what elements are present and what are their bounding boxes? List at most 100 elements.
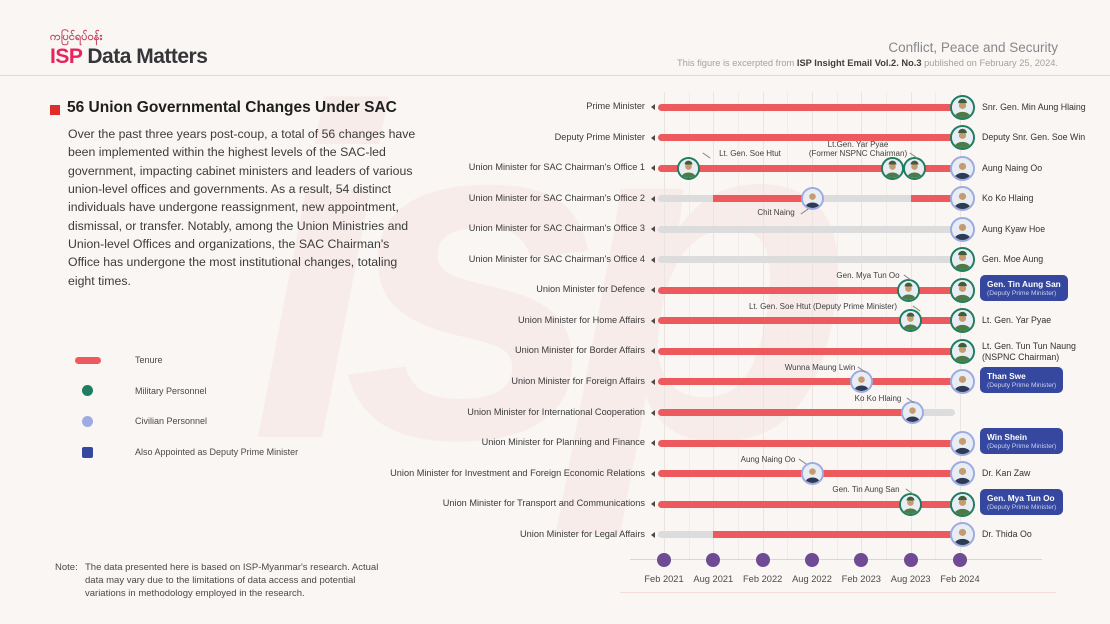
legend-item-3: Also Appointed as Deputy Prime Minister — [75, 445, 298, 459]
deputy-pm-subtitle: (Deputy Prime Minister) — [987, 504, 1057, 512]
legend-item-2: Civilian Personnel — [75, 414, 207, 428]
person-annotation: Lt. Gen. Soe Htut (Deputy Prime Minister… — [748, 301, 898, 311]
person-avatar-civilian — [949, 430, 975, 456]
row-arrow-marker — [651, 440, 655, 447]
row-arrow-marker — [651, 378, 655, 385]
tenure-bar-segment-tenure — [658, 500, 955, 508]
tenure-bar-segment-vacant — [812, 195, 911, 203]
source-suffix: published on February 25, 2024. — [921, 58, 1058, 68]
deputy-pm-subtitle: (Deputy Prime Minister) — [987, 381, 1057, 389]
axis-tick-label: Feb 2024 — [940, 574, 980, 584]
axis-dot — [657, 553, 671, 567]
legend-swatch-square — [82, 446, 93, 458]
person-name: Dr. Thida Oo — [982, 529, 1032, 540]
person-avatar-civilian — [949, 216, 975, 242]
row-label: Union Minister for SAC Chairman's Office… — [468, 192, 645, 203]
axis-line — [630, 559, 1042, 560]
row-arrow-marker — [651, 317, 655, 324]
axis-dot — [903, 553, 918, 567]
person-annotation: Lt. Gen. Soe Htut — [719, 149, 781, 159]
person-avatar-military — [949, 491, 975, 517]
row-label: Union Minister for Home Affairs — [518, 314, 645, 325]
deputy-pm-badge: Win Shein (Deputy Prime Minister) — [980, 428, 1064, 455]
deputy-pm-subtitle: (Deputy Prime Minister) — [987, 443, 1057, 451]
legend-label: Tenure — [135, 355, 163, 365]
row-arrow-marker — [651, 134, 655, 141]
person-avatar-military — [899, 492, 923, 516]
person-avatar-civilian — [949, 461, 975, 487]
person-avatar-civilian — [949, 369, 975, 395]
axis-dot — [953, 553, 967, 567]
person-avatar-civilian — [949, 155, 975, 181]
person-name: Deputy Snr. Gen. Soe Win — [982, 132, 1086, 143]
tenure-bar-segment-tenure — [658, 409, 913, 416]
gridline — [787, 92, 789, 560]
chart-description: Over the past three years post-coup, a t… — [68, 127, 416, 288]
person-avatar-military — [949, 338, 975, 364]
row-arrow-marker — [651, 226, 655, 233]
person-name: Aung Kyaw Hoe — [982, 223, 1046, 234]
isp-watermark: isp — [250, 12, 853, 537]
row-arrow-marker — [651, 409, 655, 416]
person-name: Snr. Gen. Min Aung Hlaing — [982, 101, 1086, 112]
row-label: Union Minister for Investment and Foreig… — [390, 467, 645, 478]
gridline — [861, 92, 863, 560]
annotation-tick — [800, 208, 809, 215]
axis-tick-label: Aug 2021 — [693, 574, 734, 584]
row-arrow-marker — [651, 287, 655, 294]
row-label: Union Minister for Planning and Finance — [481, 437, 645, 448]
category-label: Conflict, Peace and Security — [888, 40, 1058, 55]
bottom-divider — [620, 592, 1056, 593]
person-annotation: Aung Naing Oo — [740, 454, 796, 464]
legend-item-1: Military Personnel — [75, 384, 207, 398]
person-avatar-military — [896, 278, 920, 302]
person-avatar-military — [949, 94, 975, 120]
deputy-pm-badge: Gen. Tin Aung San (Deputy Prime Minister) — [980, 275, 1068, 302]
row-label: Union Minister for Defence — [536, 284, 645, 295]
title-bullet-square — [50, 105, 60, 115]
person-annotation: Wunna Maung Lwin — [784, 362, 856, 372]
person-avatar-civilian — [900, 401, 924, 424]
person-avatar-civilian — [949, 522, 975, 548]
row-label: Deputy Prime Minister — [554, 131, 645, 142]
person-avatar-military — [881, 156, 905, 180]
tenure-bar-segment-tenure — [658, 103, 955, 111]
note-text: The data presented here is based on ISP-… — [85, 562, 379, 599]
person-avatar-military — [949, 277, 975, 303]
tenure-bar-segment-tenure — [910, 195, 955, 203]
legend-swatch-dot — [82, 385, 93, 397]
person-avatar-civilian — [849, 370, 873, 394]
row-arrow-marker — [651, 470, 655, 477]
gridline — [713, 92, 715, 560]
person-annotation: Chit Naing — [757, 207, 795, 217]
tenure-bar-segment-tenure — [658, 378, 955, 386]
legend-label: Civilian Personnel — [135, 416, 208, 427]
legend-label: Military Personnel — [135, 385, 207, 396]
tenure-bar-segment-tenure — [658, 134, 955, 142]
person-avatar-military — [677, 156, 701, 180]
chart-title: 56 Union Governmental Changes Under SAC — [67, 99, 397, 116]
source-bold: ISP Insight Email Vol.2. No.3 — [796, 58, 922, 68]
gridline — [886, 92, 887, 560]
row-arrow-marker — [651, 256, 655, 263]
axis-tick-label: Feb 2023 — [841, 574, 881, 584]
row-label: Union Minister for Legal Affairs — [520, 528, 645, 539]
header-divider — [0, 75, 1110, 76]
gridline — [812, 92, 813, 560]
person-annotation: Lt.Gen. Yar Pyae (Former NSPNC Chairman) — [808, 139, 908, 159]
source-attribution: This figure is excerpted from ISP Insigh… — [677, 58, 1058, 68]
person-name: Dr. Kan Zaw — [982, 468, 1031, 479]
person-name: Than Swe — [987, 370, 1026, 381]
deputy-pm-subtitle: (Deputy Prime Minister) — [987, 290, 1057, 298]
person-name: Gen. Mya Tun Oo — [987, 493, 1055, 504]
annotation-tick — [702, 152, 711, 159]
brand-logo: ISP Data Matters — [50, 45, 208, 69]
tenure-bar-segment-tenure — [658, 439, 955, 447]
person-name: Lt. Gen. Yar Pyae — [982, 315, 1052, 326]
gridline — [688, 92, 690, 560]
person-avatar-civilian — [800, 462, 824, 486]
row-arrow-marker — [651, 501, 655, 508]
axis-dot — [805, 553, 819, 567]
